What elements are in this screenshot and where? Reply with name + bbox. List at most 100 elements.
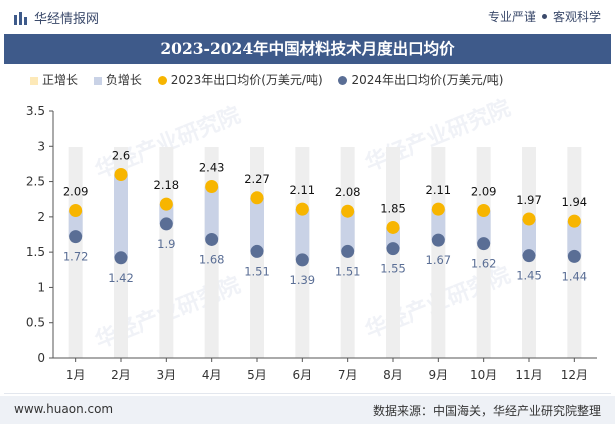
negative-growth-bar [295, 209, 310, 260]
data-label-2024: 1.44 [562, 269, 588, 283]
negative-growth-bar [68, 210, 83, 237]
tagline-left: 专业严谨 [487, 10, 536, 24]
point-2024 [250, 244, 264, 258]
point-2024 [205, 232, 219, 246]
legend-positive-swatch [30, 77, 38, 85]
data-label-2024: 1.67 [426, 253, 452, 267]
legend-label: 负增长 [105, 73, 142, 87]
data-label-2023: 2.09 [63, 185, 89, 199]
legend-label: 正增长 [42, 73, 79, 87]
top-bar: 华经情报网 专业严谨 客观科学 [0, 0, 615, 32]
legend-negative-swatch [93, 77, 102, 85]
point-2024 [295, 253, 309, 267]
point-2023 [114, 168, 128, 182]
x-tick-label: 2月 [111, 368, 131, 382]
negative-growth-bar [114, 174, 128, 258]
footer-source: 数据来源：中国海关，华经产业研究院整理 [372, 404, 601, 418]
point-2023 [522, 212, 536, 226]
data-label-2024: 1.55 [380, 262, 406, 276]
brand: 华经情报网 [14, 8, 99, 27]
huajing-logo-icon [14, 12, 27, 25]
data-label-2023: 1.97 [516, 193, 542, 207]
point-2023 [250, 191, 264, 205]
data-label-2023: 2.08 [335, 185, 361, 199]
x-tick-label: 7月 [338, 368, 358, 382]
data-label-2023: 2.11 [290, 183, 316, 197]
negative-growth-bar [476, 210, 491, 244]
point-2024 [431, 233, 445, 247]
background-column [68, 147, 83, 358]
y-tick-label: 2.5 [26, 175, 45, 189]
y-tick-label: 3.5 [26, 104, 45, 118]
x-tick-label: 3月 [157, 368, 177, 382]
separator-dot-icon [541, 14, 547, 19]
data-label-2023: 2.43 [199, 161, 225, 175]
data-label-2024: 1.68 [199, 252, 225, 266]
footer-url: www.huaon.com [14, 402, 114, 416]
y-tick-label: 2 [37, 210, 45, 224]
x-tick-label: 4月 [202, 368, 222, 382]
negative-growth-bar [522, 218, 536, 256]
data-label-2024: 1.42 [108, 271, 134, 285]
data-label-2023: 1.94 [562, 195, 588, 209]
y-tick-label: 0 [37, 351, 45, 365]
chart-title: 2023-2024年中国材料技术月度出口均价 [4, 34, 611, 64]
y-tick-label: 1.5 [26, 245, 45, 259]
y-tick-label: 0.5 [26, 316, 45, 330]
data-label-2023: 2.18 [154, 178, 180, 192]
brand-name: 华经情报网 [34, 12, 100, 27]
legend-2023-marker [157, 76, 167, 85]
data-label-2024: 1.45 [516, 269, 542, 283]
x-tick-label: 9月 [429, 368, 449, 382]
background-column [476, 147, 491, 358]
data-label-2024: 1.62 [471, 257, 497, 271]
data-label-2023: 2.09 [471, 185, 497, 199]
legend-item-positive: 正增长 [30, 71, 78, 88]
data-label-2023: 2.6 [112, 149, 130, 163]
point-2024 [341, 244, 355, 258]
data-label-2024: 1.51 [244, 264, 270, 278]
legend-label: 2024年出口均价(万美元/吨) [351, 73, 504, 87]
legend-item-negative: 负增长 [93, 71, 142, 88]
negative-growth-bar [340, 211, 355, 252]
point-2024 [159, 217, 173, 231]
legend-2024-marker [338, 76, 348, 85]
point-2023 [159, 197, 173, 211]
x-tick-label: 6月 [293, 368, 313, 382]
x-tick-label: 10月 [470, 368, 497, 382]
negative-growth-bar [431, 209, 446, 241]
x-tick-label: 8月 [383, 368, 403, 382]
point-2023 [69, 204, 83, 218]
tagline: 专业严谨 客观科学 [488, 8, 601, 25]
dumbbell-chart: 0 0.5 1 1.5 2 2.5 3 3.5 1月 2月 3月 4月 5月 6月 7月 8月 9月 10月 11月… [26, 104, 597, 382]
negative-growth-bar [250, 197, 264, 252]
point-2024 [69, 230, 83, 244]
negative-growth-bar [204, 186, 219, 240]
point-2024 [567, 249, 581, 263]
point-2023 [386, 220, 400, 234]
negative-growth-bar [567, 221, 582, 257]
background-column [431, 147, 446, 358]
legend-label: 2023年出口均价(万美元/吨) [170, 73, 323, 87]
footer: www.huaon.com 数据来源：中国海关，华经产业研究院整理 [0, 396, 615, 424]
point-2023 [341, 204, 355, 218]
y-tick-label: 1 [37, 280, 45, 294]
data-label-2023: 1.85 [380, 201, 406, 215]
x-tick-label: 12月 [561, 368, 588, 382]
chart-legend: 正增长 负增长 2023年出口均价(万美元/吨) 2024年出口均价(万美元/吨… [30, 71, 515, 89]
footer-divider [4, 393, 611, 394]
point-2023 [431, 202, 445, 216]
data-label-2024: 1.51 [335, 264, 361, 278]
y-tick-label: 3 [37, 139, 45, 153]
point-2023 [567, 214, 581, 228]
x-tick-label: 1月 [66, 368, 86, 382]
point-2024 [477, 237, 491, 251]
data-label-2024: 1.72 [63, 250, 89, 264]
data-label-2024: 1.39 [290, 273, 316, 287]
legend-item-2023: 2023年出口均价(万美元/吨) [157, 71, 323, 88]
point-2024 [386, 242, 400, 256]
x-tick-label: 5月 [247, 368, 267, 382]
point-2023 [295, 202, 309, 216]
data-label-2023: 2.27 [244, 172, 270, 186]
data-label-2023: 2.11 [426, 183, 452, 197]
